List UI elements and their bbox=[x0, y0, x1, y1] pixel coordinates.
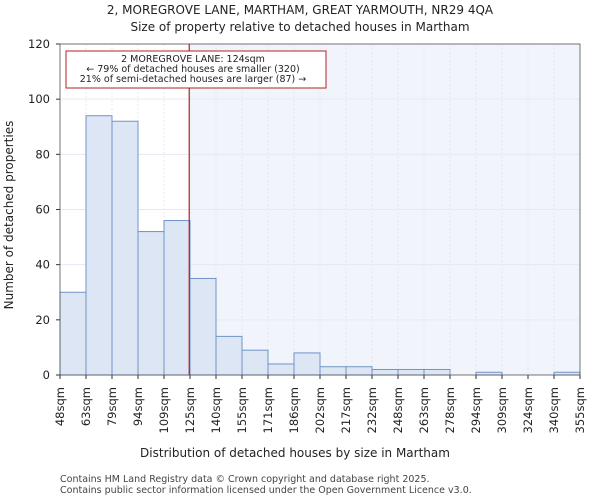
x-axis-label: Distribution of detached houses by size … bbox=[140, 446, 450, 460]
bar-48sqm bbox=[59, 291, 87, 376]
x-tick-label: 294sqm bbox=[469, 387, 483, 433]
y-tick-label: 120 bbox=[28, 37, 50, 51]
x-tick-label: 278sqm bbox=[443, 387, 457, 433]
x-tick-label: 155sqm bbox=[235, 387, 249, 433]
x-tick-label: 232sqm bbox=[365, 387, 379, 433]
y-tick-label: 80 bbox=[35, 147, 50, 161]
bar-63sqm bbox=[85, 115, 113, 376]
footer-line-2: Contains public sector information licen… bbox=[60, 485, 472, 496]
bar-232sqm bbox=[371, 368, 399, 376]
x-tick-label: 79sqm bbox=[105, 387, 119, 426]
y-tick-label: 20 bbox=[35, 313, 50, 327]
x-tick-label: 202sqm bbox=[313, 387, 327, 433]
bar-125sqm bbox=[189, 277, 217, 376]
x-tick-label: 186sqm bbox=[287, 387, 301, 433]
annotation-box: 2 MOREGROVE LANE: 124sqm ← 79% of detach… bbox=[65, 50, 327, 89]
x-tick-label: 94sqm bbox=[131, 387, 145, 426]
bar-186sqm bbox=[293, 352, 321, 376]
y-tick-label: 40 bbox=[35, 258, 50, 272]
x-tick-label: 140sqm bbox=[209, 387, 223, 433]
bar-340sqm bbox=[553, 371, 581, 376]
annotation-line-3: 21% of semi-detached houses are larger (… bbox=[80, 74, 307, 85]
annotation-line-2: ← 79% of detached houses are smaller (32… bbox=[86, 64, 299, 75]
y-axis-label: Number of detached properties bbox=[2, 121, 16, 310]
bar-263sqm bbox=[423, 368, 451, 376]
chart-subtitle: Size of property relative to detached ho… bbox=[130, 20, 469, 34]
axes-layer: 0 20 40 60 80 100 120 48sqm 63sqm 79sqm 94sqm 109sq… bbox=[28, 37, 587, 433]
annotation-border bbox=[65, 50, 327, 89]
y-tick-label: 100 bbox=[28, 92, 50, 106]
annotation-line-1: 2 MOREGROVE LANE: 124sqm bbox=[121, 54, 265, 65]
x-tick-label: 171sqm bbox=[261, 387, 275, 433]
bar-140sqm bbox=[215, 335, 243, 376]
x-tick-label: 248sqm bbox=[391, 387, 405, 433]
bar-217sqm bbox=[345, 366, 373, 376]
x-tick-label: 309sqm bbox=[495, 387, 509, 433]
x-tick-label: 109sqm bbox=[157, 387, 171, 433]
bar-248sqm bbox=[397, 368, 425, 376]
x-tick-label: 63sqm bbox=[79, 387, 93, 426]
x-tick-label: 263sqm bbox=[417, 387, 431, 433]
chart-title: 2, MOREGROVE LANE, MARTHAM, GREAT YARMOU… bbox=[107, 3, 494, 17]
bar-202sqm bbox=[319, 366, 347, 376]
x-tick-label: 48sqm bbox=[53, 387, 67, 426]
bar-294sqm bbox=[475, 371, 503, 376]
bars-layer bbox=[59, 115, 581, 376]
x-tick-label: 340sqm bbox=[547, 387, 561, 433]
bar-79sqm bbox=[111, 120, 139, 376]
x-tick-label: 324sqm bbox=[521, 387, 535, 433]
footer-line-1: Contains HM Land Registry data © Crown c… bbox=[60, 474, 430, 485]
y-tick-label: 60 bbox=[35, 203, 50, 217]
x-tick-label: 355sqm bbox=[573, 387, 587, 433]
x-tick-label: 125sqm bbox=[183, 387, 197, 433]
bar-155sqm bbox=[241, 349, 269, 376]
bar-171sqm bbox=[267, 363, 295, 376]
bar-109sqm bbox=[163, 220, 191, 376]
bar-94sqm bbox=[137, 231, 165, 376]
x-tick-label: 217sqm bbox=[339, 387, 353, 433]
y-tick-label: 0 bbox=[43, 368, 50, 382]
